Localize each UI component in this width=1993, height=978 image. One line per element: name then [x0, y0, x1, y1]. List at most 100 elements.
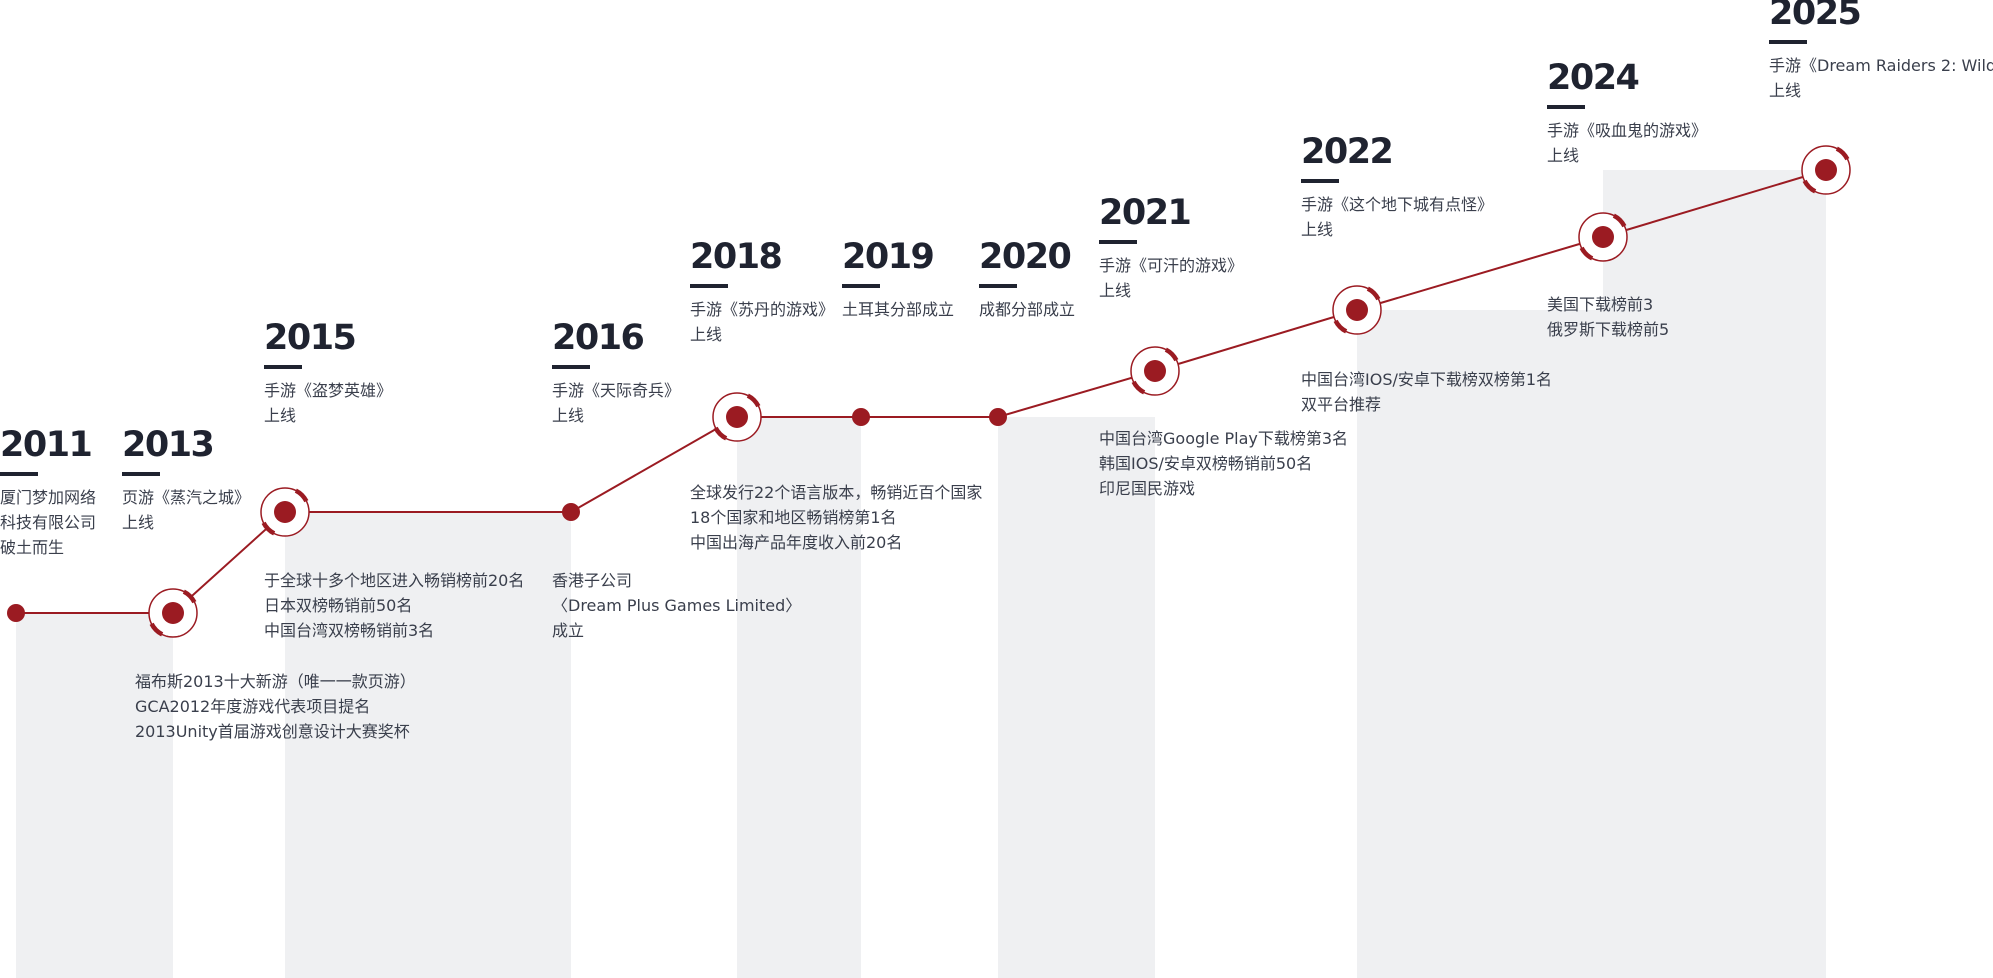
timeline-node-accent: [261, 521, 276, 536]
event-2020: 2020 成都分部成立: [979, 237, 1075, 322]
event-description: 手游《天际奇兵》 上线: [552, 378, 680, 428]
timeline-node-accent: [149, 622, 164, 637]
timeline-dot: [852, 408, 870, 426]
year-label: 2020: [979, 237, 1072, 277]
event-2018: 2018 手游《苏丹的游戏》 上线: [690, 237, 834, 347]
timeline-node-accent: [1333, 319, 1348, 334]
event-2025: 2025 手游《Dream Raiders 2: Wilds》 上线: [1769, 0, 1993, 103]
achievements-2021: 中国台湾Google Play下载榜第3名 韩国IOS/安卓双榜畅销前50名 印…: [1099, 426, 1348, 501]
achievement-line: 成立: [552, 621, 585, 640]
event-description: 厦门梦加网络 科技有限公司 破土而生: [0, 485, 96, 560]
timeline-node-accent: [1131, 380, 1146, 395]
year-underline: [1769, 40, 1807, 44]
event-description: 页游《蒸汽之城》 上线: [122, 485, 250, 535]
event-description: 土耳其分部成立: [842, 297, 954, 322]
achievement-line: 福布斯2013十大新游（唯一一款页游）: [135, 672, 416, 691]
year-underline: [1547, 105, 1585, 109]
achievements-2018: 全球发行22个语言版本，畅销近百个国家 18个国家和地区畅销榜第1名 中国出海产…: [690, 480, 982, 555]
description-line: 上线: [552, 406, 585, 425]
event-2015: 2015 手游《盗梦英雄》 上线: [264, 318, 392, 428]
background-band: [737, 417, 861, 978]
description-line: 手游《Dream Raiders 2: Wilds》: [1769, 56, 1993, 75]
event-description: 手游《苏丹的游戏》 上线: [690, 297, 834, 347]
event-description: 手游《这个地下城有点怪》 上线: [1301, 192, 1493, 242]
description-line: 上线: [1769, 81, 1802, 100]
year-label: 2019: [842, 237, 935, 277]
event-2021: 2021 手游《可汗的游戏》 上线: [1099, 193, 1243, 303]
timeline-node-core: [726, 406, 748, 428]
timeline-node-core: [274, 501, 296, 523]
achievements-2016: 香港子公司 〈Dream Plus Games Limited〉 成立: [552, 568, 801, 643]
background-band: [1603, 170, 1826, 978]
description-line: 上线: [264, 406, 297, 425]
achievement-line: 中国台湾双榜畅销前3名: [264, 621, 435, 640]
achievements-2024: 美国下载榜前3 俄罗斯下载榜前5: [1547, 292, 1669, 342]
description-line: 厦门梦加网络: [0, 488, 97, 507]
background-band: [998, 417, 1155, 978]
year-underline: [122, 472, 160, 476]
achievement-line: 中国台湾Google Play下载榜第3名: [1099, 429, 1349, 448]
achievement-line: 于全球十多个地区进入畅销榜前20名: [264, 571, 525, 590]
description-line: 科技有限公司: [0, 513, 97, 532]
event-description: 成都分部成立: [979, 297, 1075, 322]
description-line: 手游《盗梦英雄》: [264, 381, 393, 400]
achievement-line: 18个国家和地区畅销榜第1名: [690, 508, 897, 527]
year-underline: [979, 284, 1017, 288]
timeline-node-accent: [746, 393, 761, 408]
event-2019: 2019 土耳其分部成立: [842, 237, 954, 322]
event-2016: 2016 手游《天际奇兵》 上线: [552, 318, 680, 428]
description-line: 手游《天际奇兵》: [552, 381, 681, 400]
achievement-line: 美国下载榜前3: [1547, 295, 1654, 314]
year-underline: [1301, 179, 1339, 183]
achievement-line: 香港子公司: [552, 571, 633, 590]
year-underline: [0, 472, 38, 476]
event-description: 手游《Dream Raiders 2: Wilds》 上线: [1769, 53, 1993, 103]
description-line: 上线: [690, 325, 723, 344]
timeline-dot: [989, 408, 1007, 426]
timeline-node-core: [1592, 226, 1614, 248]
year-label: 2025: [1769, 0, 1862, 33]
year-label: 2024: [1547, 58, 1640, 98]
timeline-node-accent: [1366, 286, 1381, 301]
achievement-line: 日本双榜畅销前50名: [264, 596, 413, 615]
event-2024: 2024 手游《吸血鬼的游戏》 上线: [1547, 58, 1707, 168]
timeline-node-accent: [1835, 146, 1850, 161]
year-label: 2013: [122, 425, 215, 465]
description-line: 页游《蒸汽之城》: [122, 488, 251, 507]
year-underline: [264, 365, 302, 369]
background-band: [285, 512, 571, 978]
event-description: 手游《吸血鬼的游戏》 上线: [1547, 118, 1707, 168]
year-label: 2015: [264, 318, 357, 358]
background-band: [16, 613, 173, 978]
achievement-line: 〈Dream Plus Games Limited〉: [552, 596, 802, 615]
year-label: 2016: [552, 318, 645, 358]
timeline-node-core: [1144, 360, 1166, 382]
year-label: 2018: [690, 237, 783, 277]
event-2011: 2011 厦门梦加网络 科技有限公司 破土而生: [0, 425, 96, 560]
achievement-line: 中国台湾IOS/安卓下载榜双榜第1名: [1301, 370, 1553, 389]
achievement-line: GCA2012年度游戏代表项目提名: [135, 697, 371, 716]
timeline-node-accent: [294, 488, 309, 503]
description-line: 破土而生: [0, 538, 65, 557]
timeline-node-accent: [1164, 347, 1179, 362]
year-underline: [1099, 240, 1137, 244]
timeline-dot: [562, 503, 580, 521]
description-line: 土耳其分部成立: [842, 300, 955, 319]
background-band: [1357, 310, 1603, 978]
achievement-line: 中国出海产品年度收入前20名: [690, 533, 903, 552]
achievement-line: 全球发行22个语言版本，畅销近百个国家: [690, 483, 983, 502]
timeline-node-accent: [713, 426, 728, 441]
description-line: 手游《吸血鬼的游戏》: [1547, 121, 1708, 140]
timeline-node-accent: [1802, 179, 1817, 194]
year-label: 2021: [1099, 193, 1192, 233]
timeline-node-accent: [1579, 246, 1594, 261]
event-2022: 2022 手游《这个地下城有点怪》 上线: [1301, 132, 1493, 242]
achievement-line: 俄罗斯下载榜前5: [1547, 320, 1670, 339]
description-line: 手游《这个地下城有点怪》: [1301, 195, 1494, 214]
description-line: 上线: [1547, 146, 1580, 165]
achievement-line: 印尼国民游戏: [1099, 479, 1196, 498]
description-line: 手游《苏丹的游戏》: [690, 300, 835, 319]
timeline-node-core: [162, 602, 184, 624]
year-label: 2022: [1301, 132, 1394, 172]
